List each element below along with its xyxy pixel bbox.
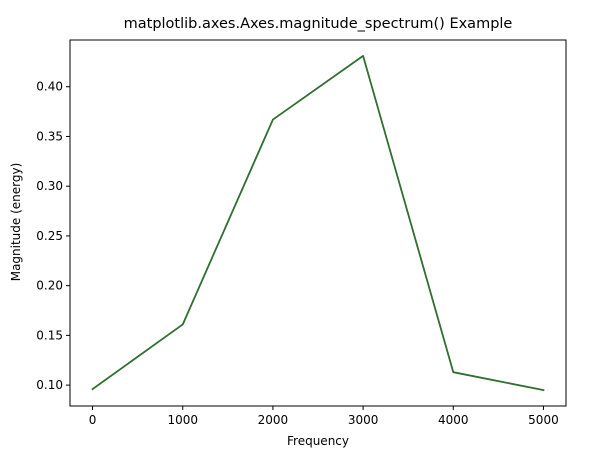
plot-area: 0 1000 2000 3000 4000 5000 0.10 0.15 0.20 0.25 0.3… [36, 39, 567, 427]
y-tick-label: 0.10 [36, 378, 63, 392]
x-tick-label: 1000 [167, 413, 198, 427]
y-tick-label: 0.20 [36, 279, 63, 293]
y-tick-label: 0.30 [36, 179, 63, 193]
plot-frame [69, 39, 567, 407]
y-tick-label: 0.40 [36, 80, 63, 94]
x-tick-label: 4000 [438, 413, 469, 427]
x-tick-label: 2000 [258, 413, 289, 427]
x-tick-label: 5000 [528, 413, 559, 427]
y-tick-label: 0.35 [36, 129, 63, 143]
y-axis-label: Magnitude (energy) [9, 163, 23, 282]
chart-title: matplotlib.axes.Axes.magnitude_spectrum(… [124, 16, 513, 32]
x-tick-label: 3000 [348, 413, 379, 427]
y-tick-label: 0.25 [36, 229, 63, 243]
x-tick-label: 0 [89, 413, 97, 427]
y-tick-label: 0.15 [36, 328, 63, 342]
series-line-0 [91, 55, 545, 392]
x-axis-label: Frequency [287, 434, 349, 448]
